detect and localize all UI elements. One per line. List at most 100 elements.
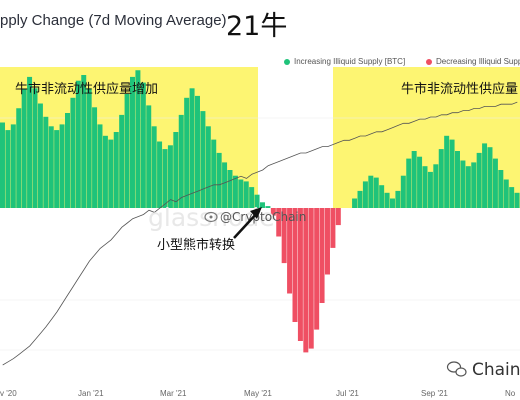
supply-bar	[70, 97, 76, 208]
supply-bar	[492, 158, 498, 208]
supply-bar	[471, 162, 477, 208]
supply-bar	[438, 149, 444, 208]
supply-bar	[482, 143, 488, 208]
supply-bar	[0, 122, 5, 208]
supply-bar	[92, 107, 98, 208]
annotation-arrow	[233, 207, 262, 239]
supply-bar	[319, 208, 325, 303]
legend-increasing-swatch	[284, 58, 290, 65]
supply-bar	[330, 208, 336, 248]
supply-bar	[249, 187, 255, 208]
supply-bar	[417, 156, 423, 208]
supply-bar	[43, 116, 49, 208]
x-axis: v '20 Jan '21 Mar '21 May '21 Jul '21 Sep '21…	[0, 389, 516, 398]
supply-bar	[352, 198, 358, 208]
supply-bar	[16, 108, 22, 208]
supply-bar	[395, 190, 401, 208]
supply-bar	[195, 95, 200, 208]
supply-bar	[514, 192, 520, 208]
supply-bar	[362, 181, 368, 208]
supply-bar	[54, 130, 60, 208]
supply-bar	[503, 179, 509, 208]
x-tick-label: v '20	[0, 389, 17, 398]
x-tick-label: Jul '21	[336, 389, 359, 398]
supply-bar	[254, 194, 260, 208]
supply-bar	[449, 139, 455, 208]
supply-bar	[335, 208, 341, 226]
supply-bar	[146, 105, 152, 208]
supply-bar	[487, 147, 493, 208]
supply-bar	[102, 135, 108, 208]
supply-bar	[384, 192, 390, 208]
x-tick-label: May '21	[244, 389, 272, 398]
x-tick-label: Sep '21	[421, 389, 448, 398]
supply-bar	[444, 135, 450, 208]
annotation-bull-right: 牛市非流动性供应量	[401, 81, 518, 97]
supply-bar	[222, 162, 228, 208]
supply-bar	[178, 114, 184, 208]
x-tick-label: Jan '21	[78, 389, 104, 398]
supply-bar	[108, 139, 114, 208]
price-line	[2, 101, 518, 366]
supply-bar	[270, 208, 276, 216]
annotation-bear: 小型熊市转换	[157, 237, 235, 253]
supply-bar	[368, 175, 374, 208]
supply-bar	[184, 97, 190, 208]
supply-bar	[27, 76, 33, 209]
supply-bar	[433, 164, 439, 208]
footer-brand: Chain	[472, 360, 520, 380]
supply-bar	[140, 82, 146, 208]
supply-bar	[119, 114, 125, 208]
supply-bar	[5, 130, 11, 208]
header-badge: 21牛	[226, 11, 288, 42]
supply-bar	[297, 208, 303, 341]
supply-bar	[48, 126, 54, 208]
supply-bar	[411, 151, 417, 208]
supply-bar	[314, 208, 320, 330]
supply-bar	[509, 187, 515, 208]
weibo-icon	[204, 211, 218, 223]
supply-bar	[303, 208, 309, 353]
legend-decreasing[interactable]: Decreasing Illiquid Supply	[426, 57, 520, 66]
supply-bar	[265, 206, 271, 208]
supply-bar	[227, 170, 233, 208]
legend-decreasing-label: Decreasing Illiquid Supply	[436, 57, 520, 66]
supply-bar	[232, 175, 238, 208]
supply-bar	[379, 185, 385, 208]
supply-bar	[216, 152, 222, 208]
supply-bar	[21, 89, 27, 208]
supply-bar	[189, 88, 195, 208]
supply-bar	[135, 70, 141, 208]
supply-bar	[86, 88, 92, 208]
x-tick-label: No	[505, 389, 516, 398]
supply-bar	[75, 80, 81, 208]
supply-bar	[373, 177, 379, 208]
supply-bar	[357, 190, 363, 208]
supply-bar	[200, 111, 206, 208]
supply-bar	[325, 208, 330, 275]
legend-decreasing-swatch	[426, 58, 432, 65]
supply-bar	[205, 126, 211, 208]
x-tick-label: Mar '21	[160, 389, 187, 398]
supply-bar	[406, 158, 412, 208]
supply-bar	[211, 139, 217, 208]
supply-bar	[465, 166, 471, 208]
supply-bar	[162, 149, 168, 208]
supply-bar	[167, 145, 173, 208]
legend-increasing[interactable]: Increasing Illiquid Supply [BTC]	[284, 57, 405, 66]
supply-bar	[287, 208, 293, 294]
chart-title: pply Change (7d Moving Average)	[0, 12, 227, 29]
supply-bar	[390, 198, 395, 208]
supply-bar	[151, 126, 157, 208]
supply-bar	[10, 124, 16, 208]
supply-bar	[243, 181, 249, 208]
supply-bar	[130, 76, 135, 209]
supply-bar	[32, 88, 38, 208]
supply-bar	[157, 141, 163, 208]
supply-bar	[292, 208, 298, 322]
supply-bar	[476, 152, 482, 208]
supply-bar	[65, 113, 70, 208]
supply-bar	[124, 94, 130, 208]
supply-bar	[113, 132, 119, 208]
